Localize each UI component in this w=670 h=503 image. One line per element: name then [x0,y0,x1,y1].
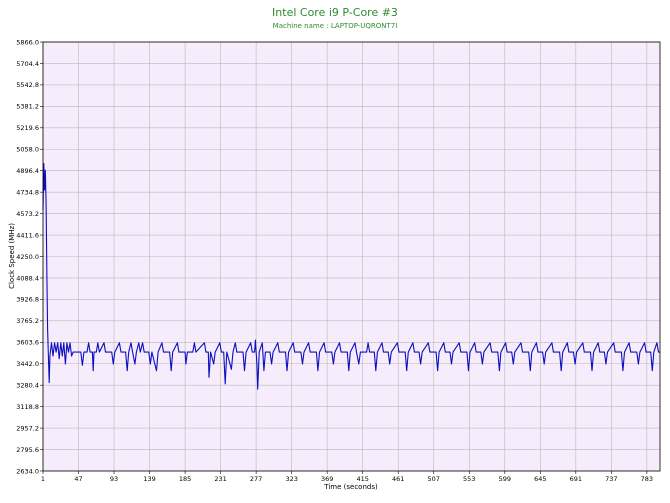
y-tick-label: 5704.4 [16,60,39,68]
y-tick-label: 2957.2 [16,424,39,432]
y-tick-label: 3442.0 [16,360,39,368]
y-tick-label: 5381.2 [16,103,39,111]
x-tick-label: 277 [250,475,262,483]
y-tick-label: 5219.6 [16,124,39,132]
x-tick-label: 553 [463,475,475,483]
y-tick-label: 4896.4 [16,167,39,175]
y-axis-label: Clock Speed (MHz) [8,223,16,289]
x-tick-label: 691 [570,475,582,483]
y-tick-label: 2795.6 [16,446,39,454]
x-tick-labels: 1 47 93 139 185 231 277 323 369 415 461 507 553 599 64… [41,475,653,483]
axes [40,41,661,474]
y-tick-labels: 2634.0 2795.6 2957.2 3118.8 3280.4 3442.0 3603… [16,38,39,475]
y-tick-label: 3118.8 [16,403,39,411]
x-tick-label: 461 [392,475,404,483]
x-tick-label: 415 [356,475,368,483]
y-tick-label: 4573.2 [16,210,39,218]
x-tick-label: 599 [499,475,511,483]
x-tick-label: 139 [143,475,155,483]
horizontal-gridlines [43,41,660,472]
x-tick-label: 645 [534,475,546,483]
y-tick-label: 3765.2 [16,317,39,325]
y-tick-label: 3603.6 [16,339,39,347]
plot-border [42,41,661,472]
y-tick-label: 4250.0 [16,253,39,261]
x-tick-label: 323 [285,475,297,483]
x-tick-label: 783 [641,475,653,483]
x-tick-label: 737 [605,475,617,483]
y-tick-label: 2634.0 [16,467,39,475]
y-tick-label: 4734.8 [16,188,39,196]
chart-subtitle: Machine name : LAPTOP-UQRONT7I [273,22,398,30]
x-tick-label: 1 [41,475,45,483]
y-tick-label: 5542.8 [16,81,39,89]
series-layer [42,163,660,390]
y-tick-label: 5866.0 [16,38,39,46]
x-axis-label: Time (seconds) [323,483,378,491]
y-tick-label: 4411.6 [16,231,39,239]
x-tick-label: 231 [214,475,226,483]
x-tick-label: 369 [321,475,333,483]
x-tick-label: 47 [74,475,82,483]
y-tick-label: 5058.0 [16,146,39,154]
x-tick-label: 185 [179,475,191,483]
y-tick-label: 3926.8 [16,296,39,304]
chart-title: Intel Core i9 P-Core #3 [272,6,398,19]
series-line [42,163,660,390]
y-tick-label: 4088.4 [16,274,39,282]
y-tick-label: 3280.4 [16,382,39,390]
x-tick-label: 93 [110,475,118,483]
x-tick-label: 507 [428,475,440,483]
